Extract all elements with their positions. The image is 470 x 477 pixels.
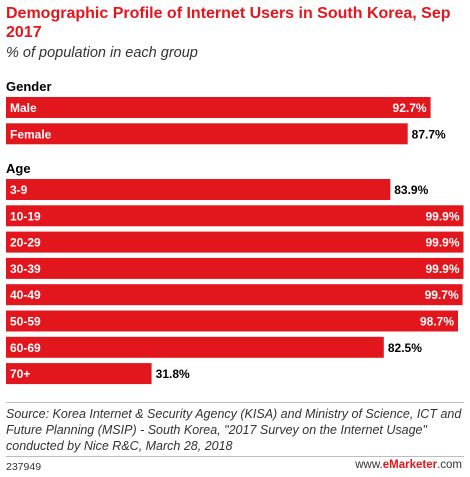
brand-name: eMarketer xyxy=(382,459,438,471)
footer-divider-bottom xyxy=(6,456,464,457)
value-label: 99.9% xyxy=(426,236,460,250)
category-label: 70+ xyxy=(10,367,30,381)
bar xyxy=(6,363,152,385)
group-label: Age xyxy=(6,161,31,176)
category-label: 50-59 xyxy=(10,315,41,329)
category-label: 60-69 xyxy=(10,341,41,355)
bar xyxy=(6,257,464,279)
category-label: 40-49 xyxy=(10,288,41,302)
chart-title: Demographic Profile of Internet Users in… xyxy=(6,5,451,41)
value-label: 92.7% xyxy=(393,101,427,115)
source-note: Source: Korea Internet & Security Agency… xyxy=(6,407,462,453)
value-label: 99.7% xyxy=(425,288,459,302)
bar xyxy=(6,336,384,358)
value-label: 83.9% xyxy=(394,183,428,197)
bar xyxy=(6,231,464,253)
brand-prefix: www. xyxy=(355,459,383,471)
category-label: 20-29 xyxy=(10,236,41,250)
category-label: 3-9 xyxy=(10,183,28,197)
value-label: 98.7% xyxy=(420,315,454,329)
value-label: 99.9% xyxy=(426,209,460,223)
footer-divider xyxy=(6,402,464,403)
group-label: Gender xyxy=(6,79,52,94)
value-label: 87.7% xyxy=(412,127,446,141)
bar xyxy=(6,205,464,227)
value-label: 82.5% xyxy=(388,341,422,355)
bar xyxy=(6,179,391,200)
category-label: Male xyxy=(10,101,37,115)
chart-id: 237949 xyxy=(6,461,42,473)
value-label: 99.9% xyxy=(426,262,460,276)
category-label: 10-19 xyxy=(10,209,41,223)
category-label: 30-39 xyxy=(10,262,41,276)
bar xyxy=(6,123,408,145)
chart-subtitle: % of population in each group xyxy=(6,45,198,61)
bar xyxy=(6,97,431,118)
bar xyxy=(6,310,458,332)
value-label: 31.8% xyxy=(156,367,190,381)
bar-chart: Gender Male 92.7% Female 87.7% Age 3-9 83.9% 10-… xyxy=(6,79,464,385)
bar xyxy=(6,284,463,306)
brand-link[interactable]: www.eMarketer.com xyxy=(355,459,462,471)
category-label: Female xyxy=(10,127,52,141)
brand-suffix: .com xyxy=(437,459,462,471)
